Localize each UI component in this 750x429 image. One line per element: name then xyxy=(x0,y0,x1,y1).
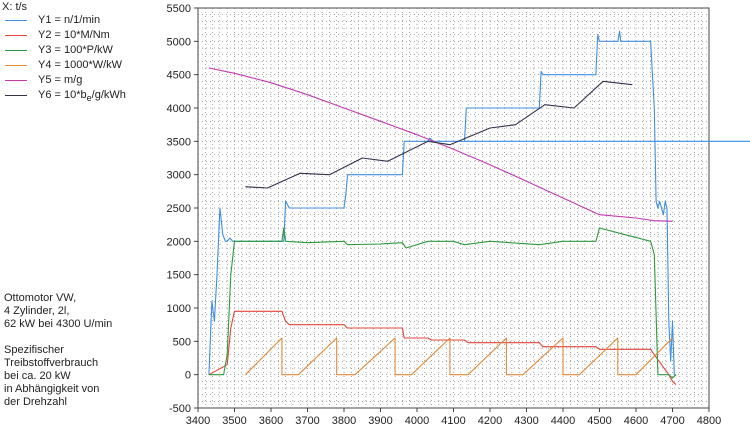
legend-label-y1: Y1 = n/1/min xyxy=(38,14,101,26)
series-y4-line xyxy=(245,337,673,376)
legend-item-y3: Y3 = 100*P/kW xyxy=(2,43,172,58)
x-tick-label: 3700 xyxy=(295,415,319,427)
legend-swatch-y6 xyxy=(5,95,27,96)
engine-info-line: 62 kW bei 4300 U/min xyxy=(4,318,113,330)
legend-swatch-y3 xyxy=(5,50,27,51)
legend-swatch-y2 xyxy=(5,35,27,36)
y-tick-label: 4000 xyxy=(167,103,191,115)
consumption-info-line: Treibstoffverbrauch xyxy=(4,357,99,369)
consumption-info-line: in Abhängigkeit von xyxy=(4,383,100,395)
y-tick-label: 1500 xyxy=(167,270,191,282)
legend-item-y6: Y6 = 10*be/g/kWh xyxy=(2,88,172,103)
x-axis-label: X: t/s xyxy=(2,1,28,13)
x-tick-label: 3400 xyxy=(186,415,210,427)
x-tick-label: 4300 xyxy=(514,415,538,427)
y-tick-label: 4500 xyxy=(167,70,191,82)
engine-info: Ottomotor VW, 4 Zylinder, 2l, 62 kW bei … xyxy=(4,292,112,331)
consumption-info: Spezifischer Treibstoffverbrauch bei ca.… xyxy=(4,344,99,409)
legend-label-y4: Y4 = 1000*W/kW xyxy=(38,59,123,71)
legend-label-y2: Y2 = 10*M/Nm xyxy=(38,29,110,41)
x-tick-label: 3800 xyxy=(332,415,356,427)
series-y3-line xyxy=(208,227,677,379)
y-tick-label: 2500 xyxy=(167,203,191,215)
legend: Y1 = n/1/min Y2 = 10*M/Nm Y3 = 100*P/kW … xyxy=(2,13,172,103)
x-tick-label: 4000 xyxy=(405,415,429,427)
series-y2-line xyxy=(208,310,677,386)
legend-label-y6-sub: e xyxy=(86,93,92,104)
x-tick-label: 4600 xyxy=(624,415,648,427)
y-tick-label: -500 xyxy=(169,403,191,415)
legend-item-y5: Y5 = m/g xyxy=(2,73,172,88)
legend-label-y6: Y6 = 10*be/g/kWh xyxy=(38,88,126,106)
legend-swatch-y4 xyxy=(5,65,27,66)
x-tick-label: 4700 xyxy=(660,415,684,427)
legend-label-y6-main: Y6 = 10*b xyxy=(38,89,87,101)
y-tick-label: 3000 xyxy=(167,170,191,182)
legend-item-y4: Y4 = 1000*W/kW xyxy=(2,58,172,73)
y-tick-label: 5000 xyxy=(167,36,191,48)
y-tick-label: 2000 xyxy=(167,236,191,248)
y-tick-label: 0 xyxy=(185,370,191,382)
x-tick-label: 4200 xyxy=(478,415,502,427)
legend-label-y6-tail: /g/kWh xyxy=(91,89,126,101)
x-tick-label: 3900 xyxy=(368,415,392,427)
series-y6-line xyxy=(245,80,633,189)
y-tick-label: 1000 xyxy=(167,303,191,315)
x-tick-label: 3600 xyxy=(259,415,283,427)
x-tick-label: 3500 xyxy=(222,415,246,427)
legend-swatch-y1 xyxy=(5,20,27,21)
consumption-info-line: der Drehzahl xyxy=(4,396,67,408)
y-tick-label: 3500 xyxy=(167,136,191,148)
consumption-info-line: bei ca. 20 kW xyxy=(4,370,71,382)
consumption-info-line: Spezifischer xyxy=(4,344,64,356)
x-tick-label: 4800 xyxy=(697,415,721,427)
legend-item-y1: Y1 = n/1/min xyxy=(2,13,172,28)
legend-label-y3: Y3 = 100*P/kW xyxy=(38,44,113,56)
legend-swatch-y5 xyxy=(5,80,27,81)
y-tick-label: 5500 xyxy=(167,3,191,15)
x-tick-label: 4500 xyxy=(587,415,611,427)
engine-info-line: 4 Zylinder, 2l, xyxy=(4,305,70,317)
legend-item-y2: Y2 = 10*M/Nm xyxy=(2,28,172,43)
series-y5-line xyxy=(208,67,673,222)
x-tick-label: 4100 xyxy=(441,415,465,427)
x-tick-label: 4400 xyxy=(551,415,575,427)
engine-info-line: Ottomotor VW, xyxy=(4,292,77,304)
legend-label-y5: Y5 = m/g xyxy=(38,74,83,86)
y-tick-label: 500 xyxy=(173,336,191,348)
series-y1-line xyxy=(208,30,750,376)
